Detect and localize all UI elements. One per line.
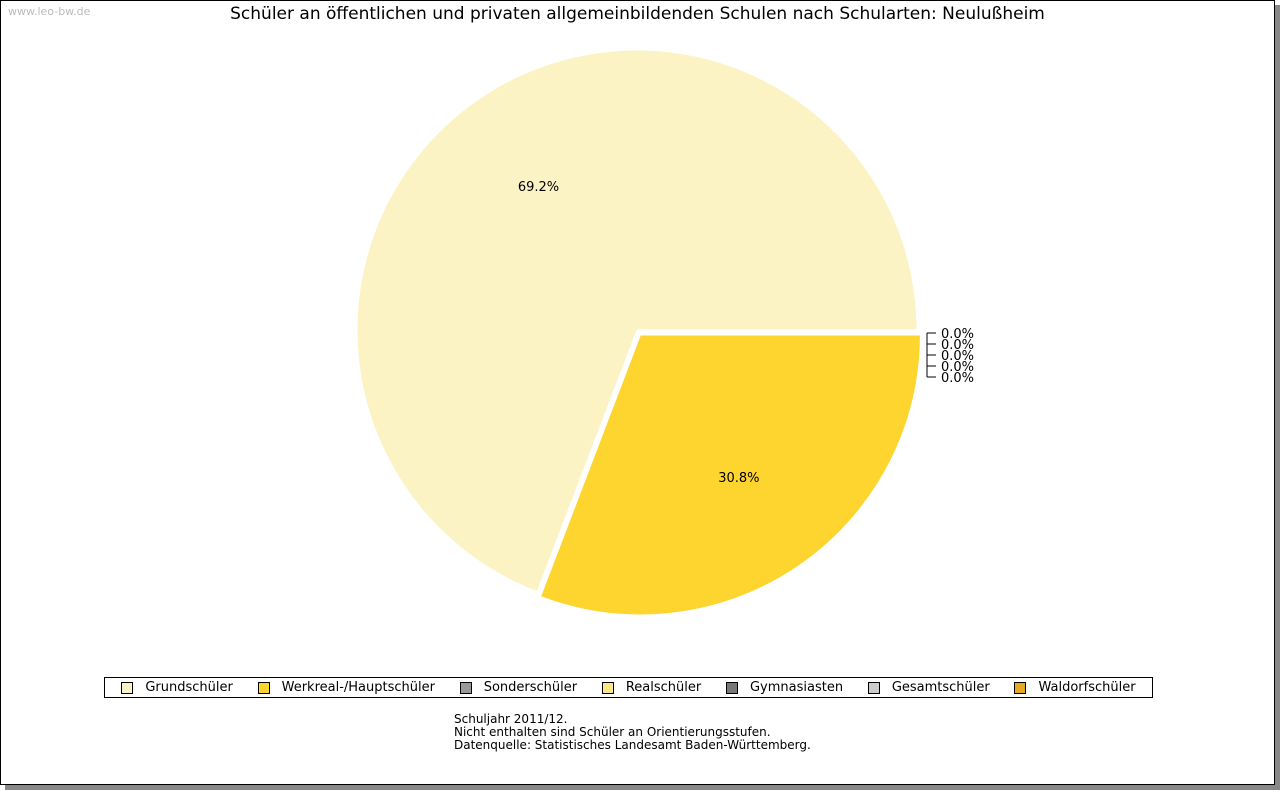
pie-slice-werkreal-hauptsch-ler [539, 334, 921, 616]
legend-label: Werkreal-/Hauptschüler [281, 680, 435, 695]
slice-label: 0.0% [941, 327, 974, 342]
legend-label: Realschüler [625, 680, 702, 695]
legend-item: Waldorfschüler [1014, 680, 1136, 695]
slice-label: 69.2% [518, 180, 559, 195]
legend-item: Werkreal-/Hauptschüler [257, 680, 435, 695]
legend-item: Realschüler [601, 680, 702, 695]
legend-item: Gymnasiasten [725, 680, 844, 695]
legend-swatch [121, 681, 134, 694]
legend-label: Gesamtschüler [891, 680, 990, 695]
slice-label: 0.0% [941, 349, 974, 364]
note-school-year: Schuljahr 2011/12. [454, 712, 568, 726]
legend-swatch [459, 681, 472, 694]
pie-chart: 69.2%30.8%0.0%0.0%0.0%0.0%0.0% [356, 49, 974, 616]
slice-label: 0.0% [941, 371, 974, 386]
footnotes: Schuljahr 2011/12. Nicht enthalten sind … [454, 713, 811, 752]
slice-label: 0.0% [941, 338, 974, 353]
legend-label: Sonderschüler [483, 680, 578, 695]
legend-item: Gesamtschüler [867, 680, 990, 695]
legend: Grundschüler Werkreal-/Hauptschüler Sonder… [104, 677, 1153, 698]
legend-label: Gymnasiasten [749, 680, 844, 695]
legend-swatch [725, 681, 738, 694]
legend-swatch [1014, 681, 1027, 694]
chart-title: Schüler an öffentlichen und privaten all… [230, 4, 1045, 24]
legend-swatch [867, 681, 880, 694]
legend-swatch [257, 681, 270, 694]
legend-swatch [601, 681, 614, 694]
legend-item: Sonderschüler [459, 680, 578, 695]
slice-label: 0.0% [941, 360, 974, 375]
legend-label: Waldorfschüler [1038, 680, 1136, 695]
slice-label: 30.8% [718, 471, 759, 486]
watermark: www.leo-bw.de [8, 5, 91, 18]
legend-item: Grundschüler [121, 680, 233, 695]
note-source: Datenquelle: Statistisches Landesamt Bad… [454, 738, 811, 752]
pie-slice-grundsch-ler [356, 49, 918, 593]
legend-label: Grundschüler [145, 680, 233, 695]
note-exclusion: Nicht enthalten sind Schüler an Orientie… [454, 725, 771, 739]
